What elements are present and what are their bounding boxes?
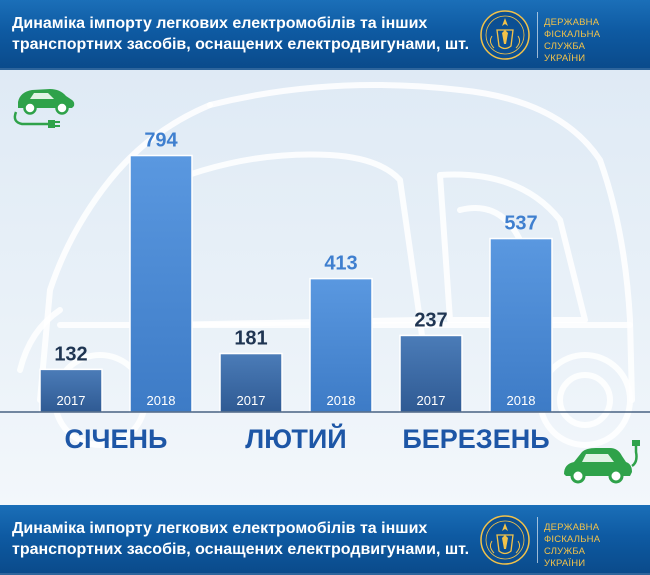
header-banner: Динаміка імпорту легкових електромобілів… — [0, 0, 650, 70]
bar-2017-1 — [219, 352, 283, 413]
tax-service-emblem-icon — [480, 10, 530, 60]
bar-series-label: 2017 — [57, 393, 86, 408]
footer-agency-name: ДЕРЖАВНА ФІСКАЛЬНА СЛУЖБА УКРАЇНИ — [544, 522, 644, 570]
bar-2017-2 — [399, 334, 463, 413]
footer-agency-line1: ДЕРЖАВНА — [544, 522, 600, 533]
bar-value-label: 537 — [504, 213, 537, 235]
bar-series-label: 2018 — [507, 393, 536, 408]
category-label: ЛЮТИЙ — [245, 423, 346, 454]
footer-separator — [537, 517, 538, 563]
bars-layer — [39, 154, 553, 413]
agency-line3: УКРАЇНИ — [544, 53, 586, 64]
footer-banner: Динаміка імпорту легкових електромобілів… — [0, 505, 650, 575]
bar-value-label: 413 — [324, 253, 357, 275]
header-title-line2: транспортних засобів, оснащених електрод… — [12, 36, 470, 53]
bar-value-label: 237 — [414, 309, 447, 331]
bar-2018-0 — [129, 154, 193, 413]
footer-title-line1: Динаміка імпорту легкових електромобілів… — [12, 520, 428, 537]
bar-2018-2 — [489, 237, 553, 413]
electric-car-charging-icon — [564, 440, 640, 484]
bar-value-label: 181 — [234, 328, 267, 350]
bar-chart: 2017 132 2018 794 СІЧЕНЬ 2017 181 2018 413 ЛЮТИЙ 2… — [0, 130, 650, 454]
tax-service-emblem-icon — [480, 515, 530, 565]
footer-title: Динаміка імпорту легкових електромобілів… — [12, 518, 472, 560]
footer-agency-line2: ФІСКАЛЬНА СЛУЖБА — [544, 534, 601, 557]
bar-value-label: 794 — [144, 130, 178, 152]
header-title-line1: Динаміка імпорту легкових електромобілів… — [12, 15, 428, 32]
bar-series-label: 2018 — [327, 393, 356, 408]
electric-car-plug-icon — [13, 89, 75, 128]
bar-value-label: 132 — [54, 343, 87, 365]
bar-series-label: 2017 — [237, 393, 266, 408]
bar-series-label: 2017 — [417, 393, 446, 408]
category-label: БЕРЕЗЕНЬ — [402, 424, 549, 454]
labels-layer: 2017 132 2018 794 СІЧЕНЬ 2017 181 2018 413 ЛЮТИЙ 2… — [54, 130, 549, 454]
header-separator — [537, 12, 538, 58]
bar-2018-1 — [309, 277, 373, 413]
category-label: СІЧЕНЬ — [65, 424, 168, 454]
agency-name: ДЕРЖАВНА ФІСКАЛЬНА СЛУЖБА УКРАЇНИ — [544, 17, 644, 65]
bar-series-label: 2018 — [147, 393, 176, 408]
footer-agency-line3: УКРАЇНИ — [544, 558, 586, 569]
footer-title-line2: транспортних засобів, оснащених електрод… — [12, 541, 470, 558]
agency-line2: ФІСКАЛЬНА СЛУЖБА — [544, 29, 601, 52]
agency-line1: ДЕРЖАВНА — [544, 17, 600, 28]
header-title: Динаміка імпорту легкових електромобілів… — [12, 13, 472, 55]
